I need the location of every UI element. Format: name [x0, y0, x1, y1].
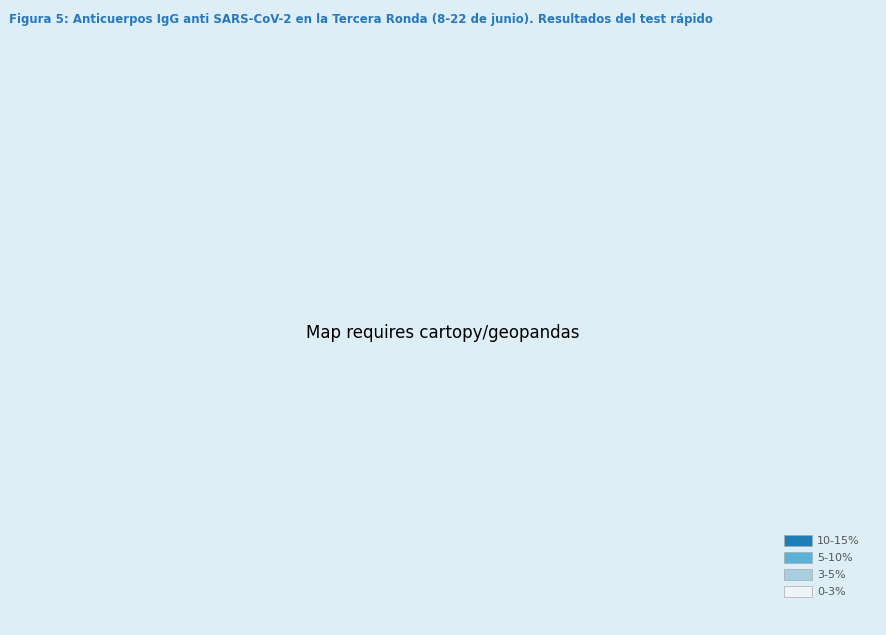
Text: Map requires cartopy/geopandas: Map requires cartopy/geopandas	[307, 324, 579, 342]
Text: Figura 5: Anticuerpos IgG anti SARS-CoV-2 en la Tercera Ronda (8-22 de junio). R: Figura 5: Anticuerpos IgG anti SARS-CoV-…	[9, 13, 712, 25]
Legend: 10-15%, 5-10%, 3-5%, 0-3%: 10-15%, 5-10%, 3-5%, 0-3%	[779, 530, 866, 603]
